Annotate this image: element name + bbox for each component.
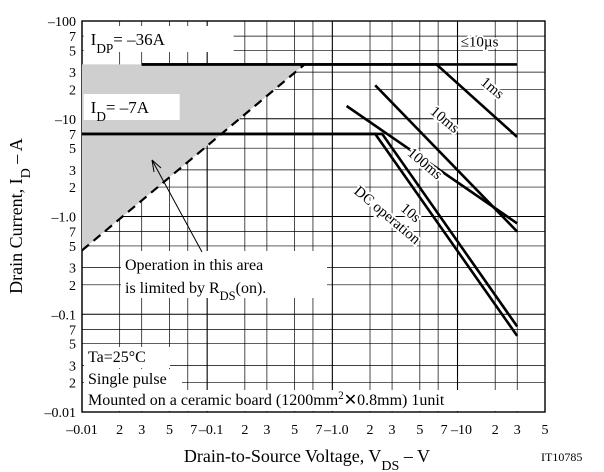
x-tick-label: –10 — [450, 423, 472, 438]
x-tick-label: 3 — [514, 423, 521, 438]
y-tick-label: 2 — [69, 181, 76, 196]
y-tick-label: 3 — [69, 164, 76, 179]
cond1-bg — [84, 347, 170, 368]
y-tick-label: 7 — [69, 226, 76, 241]
annotation-layer: IDP= –36A ID= –7A Operation in this area is… — [83, 26, 543, 411]
y-tick-label: 5 — [69, 240, 76, 255]
x-tick-label: 2 — [492, 423, 499, 438]
series-line — [345, 104, 518, 225]
y-tick-label: –0.01 — [44, 406, 77, 421]
y-tick-label: 5 — [69, 142, 76, 157]
y-tick-label: 5 — [69, 338, 76, 353]
id-label-bg — [83, 94, 180, 120]
x-tick-label: 5 — [166, 423, 173, 438]
x-tick-label: –0.1 — [198, 423, 224, 438]
x-tick-label: 7 — [190, 423, 197, 438]
y-tick-label: 7 — [69, 128, 76, 143]
y-tick-label: –0.1 — [51, 308, 77, 323]
x-tick-label: –0.01 — [65, 423, 98, 438]
id-label: ID= –7A — [91, 98, 150, 124]
x-tick-label: 5 — [416, 423, 423, 438]
y-tick-label: –1.0 — [51, 211, 77, 226]
series-label: 1ms — [477, 74, 507, 102]
x-tick-label: 3 — [263, 423, 270, 438]
area-note-bg — [121, 251, 327, 298]
x-tick-label: 3 — [389, 423, 396, 438]
cond-board: Mounted on a ceramic board (1200mm2✕0.8m… — [88, 390, 445, 409]
y-tick-label: 3 — [69, 359, 76, 374]
y-tick-label: –100 — [47, 15, 76, 30]
figure-code: IT10785 — [541, 450, 582, 464]
cond-ta: Ta=25°C — [88, 349, 146, 366]
axis-label-layer: Drain-to-Source Voltage, VDS – V IT10785 D… — [6, 138, 582, 472]
y-tick-label: 2 — [69, 377, 76, 392]
y-tick-label: –10 — [54, 113, 76, 128]
area-note-line2: is limited by RDS(on). — [125, 280, 266, 303]
area-note-line1: Operation in this area — [125, 257, 263, 274]
x-tick-label: 5 — [542, 423, 549, 438]
x-tick-label: 3 — [138, 423, 145, 438]
series-line — [82, 132, 519, 337]
x-axis-title: Drain-to-Source Voltage, VDS – V — [184, 446, 430, 472]
x-tick-label: 5 — [291, 423, 298, 438]
y-tick-label: 2 — [69, 279, 76, 294]
y-axis-title: Drain Current, ID – A — [6, 138, 34, 294]
y-tick-label: 7 — [69, 30, 76, 45]
y-tick-label: 3 — [69, 66, 76, 81]
x-tick-label: 2 — [241, 423, 248, 438]
y-tick-label: 7 — [69, 323, 76, 338]
cond-pulse: Single pulse — [88, 371, 167, 388]
y-tick-label: 2 — [69, 83, 76, 98]
series-line — [141, 63, 519, 138]
y-tick-label: 3 — [69, 262, 76, 277]
series-line — [81, 63, 306, 252]
x-tick-label: 7 — [315, 423, 322, 438]
area-note-arrow — [151, 159, 203, 253]
cond2-bg — [84, 369, 182, 390]
series-label: ≤10µs — [461, 34, 499, 50]
cond3-bg — [84, 390, 543, 411]
idp-label: IDP= –36A — [91, 30, 166, 56]
y-tick-label: 5 — [69, 44, 76, 59]
tick-label-layer: –0.01 2 3 5 7 –0.1 2 3 5 7 –1.0 2 3 5 7 –10 2 3 5–1007532–… — [44, 15, 549, 438]
area-note-arrowhead — [151, 159, 162, 173]
series-label: 10ms — [427, 104, 462, 137]
x-tick-label: 2 — [367, 423, 374, 438]
x-tick-label: 7 — [441, 423, 448, 438]
idp-label-bg — [83, 26, 234, 52]
x-tick-label: –1.0 — [323, 423, 349, 438]
x-tick-label: 2 — [116, 423, 123, 438]
